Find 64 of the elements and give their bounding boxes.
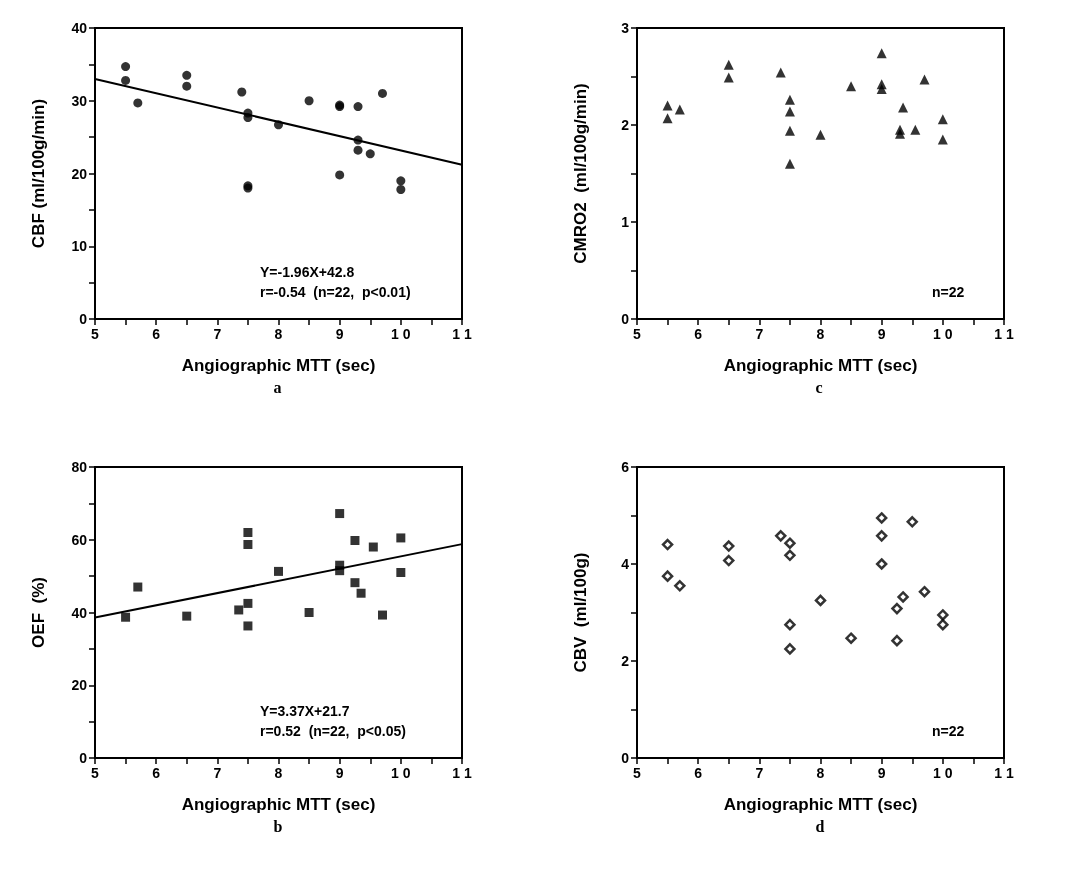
y-axis-title: CMRO2 (ml/100g/min) (571, 83, 590, 264)
x-tick-label: 7 (213, 765, 222, 781)
x-axis-title: Angiographic MTT (sec) (181, 795, 376, 814)
x-tick-label: 6 (152, 765, 161, 781)
x-tick-label: 7 (755, 326, 764, 342)
annotation: Y=3.37X+21.7 (260, 703, 350, 719)
x-axis-title: Angiographic MTT (sec) (723, 795, 918, 814)
x-tick-label: 5 (633, 326, 642, 342)
y-tick-label: 0 (79, 311, 88, 327)
annotation: Y=-1.96X+42.8 (260, 264, 355, 280)
y-tick-label: 3 (621, 20, 630, 36)
y-tick-label: 0 (79, 750, 88, 766)
x-tick-label: 6 (152, 326, 161, 342)
x-tick-label: 1 0 (933, 326, 953, 342)
x-axis-title: Angiographic MTT (sec) (181, 356, 376, 375)
x-tick-label: 9 (877, 326, 886, 342)
y-tick-label: 20 (71, 677, 88, 694)
text: c (815, 378, 823, 396)
y-axis-title: CBF (ml/100g/min) (29, 98, 48, 249)
x-tick-label: 1 1 (994, 326, 1014, 342)
annotation: r=-0.54 (n=22, p<0.01) (260, 284, 411, 300)
x-tick-label: 1 0 (391, 326, 411, 342)
annotation: n=22 (932, 284, 965, 300)
y-tick-label: 60 (71, 531, 88, 548)
x-tick-label: 6 (694, 765, 703, 781)
x-tick-label: 7 (755, 765, 764, 781)
y-tick-label: 40 (71, 20, 88, 36)
y-tick-label: 4 (621, 556, 630, 572)
x-tick-label: 1 1 (452, 326, 472, 342)
x-tick-label: 1 0 (933, 765, 953, 781)
x-tick-label: 7 (213, 326, 222, 342)
text: a (273, 378, 282, 396)
x-tick-label: 6 (694, 326, 703, 342)
x-tick-label: 5 (91, 326, 100, 342)
y-tick-label: 6 (621, 459, 630, 475)
y-axis-title: OEF (%) (29, 577, 48, 648)
x-tick-label: 1 0 (391, 765, 411, 781)
y-tick-label: 0 (621, 311, 630, 327)
y-tick-label: 2 (621, 653, 630, 669)
annotation: n=22 (932, 723, 965, 739)
y-tick-label: 20 (71, 165, 88, 182)
y-tick-label: 10 (71, 238, 88, 255)
x-tick-label: 8 (274, 765, 283, 781)
y-tick-label: 40 (71, 604, 88, 621)
x-tick-label: 9 (335, 765, 344, 781)
x-tick-label: 8 (816, 765, 825, 781)
x-tick-label: 9 (877, 765, 886, 781)
y-tick-label: 30 (71, 92, 88, 109)
x-tick-label: 8 (816, 326, 825, 342)
y-tick-label: 0 (621, 750, 630, 766)
y-tick-label: 80 (71, 459, 88, 475)
annotation: r=0.52 (n=22, p<0.05) (260, 723, 406, 739)
x-tick-label: 1 1 (452, 765, 472, 781)
x-tick-label: 9 (335, 326, 344, 342)
x-axis-title: Angiographic MTT (sec) (723, 356, 918, 375)
x-tick-label: 8 (274, 326, 283, 342)
text: d (815, 817, 825, 835)
y-tick-label: 2 (621, 117, 630, 133)
x-tick-label: 5 (91, 765, 100, 781)
x-tick-label: 5 (633, 765, 642, 781)
y-axis-title: CBV (ml/100g) (571, 552, 590, 673)
y-tick-label: 1 (621, 214, 630, 230)
x-tick-label: 1 1 (994, 765, 1014, 781)
text: b (273, 817, 283, 835)
